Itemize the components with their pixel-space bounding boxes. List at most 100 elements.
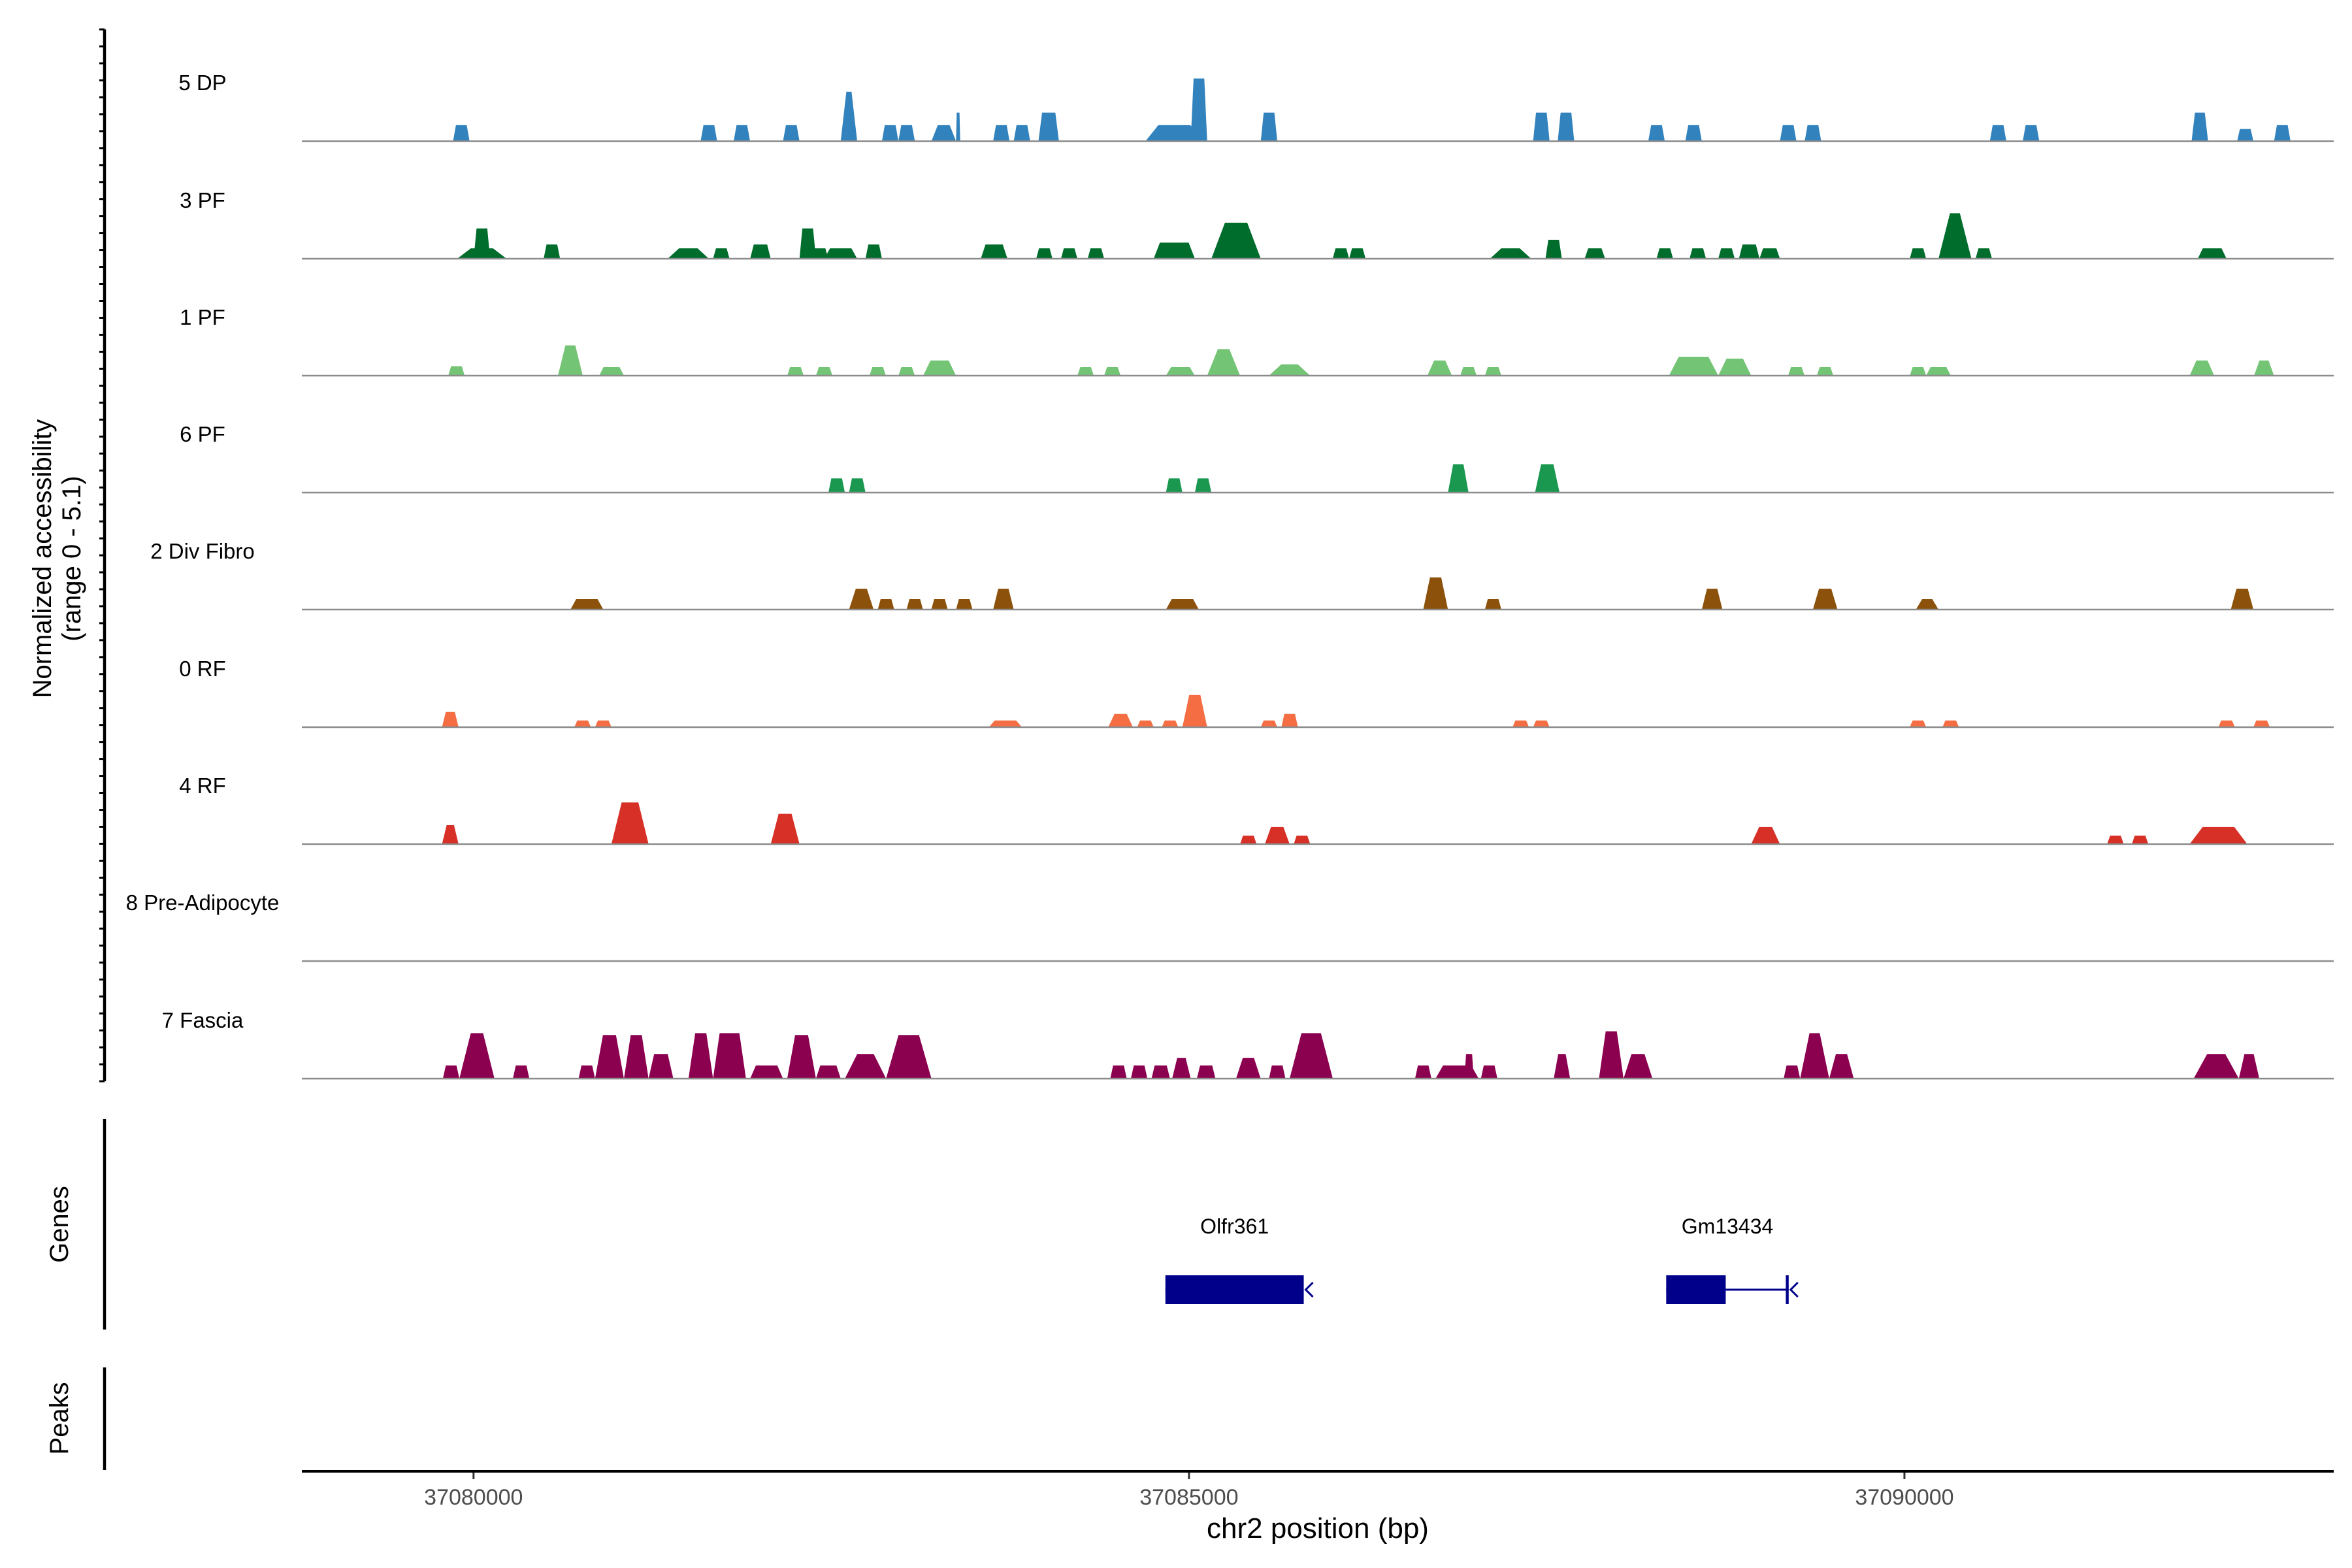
coverage-tracks: 5 DP 3 PF 1 PF 6 PF 2 Div Fibro 0 RF 4 RF 8 Pre… bbox=[126, 71, 2334, 1080]
coverage-peak bbox=[734, 125, 750, 141]
coverage-peak bbox=[1162, 720, 1179, 727]
coverage-peak bbox=[1690, 248, 1707, 259]
coverage-peak bbox=[1036, 248, 1053, 259]
coverage-peak bbox=[881, 125, 899, 141]
genes-axis-title: Genes bbox=[45, 1186, 74, 1263]
coverage-peak bbox=[1077, 367, 1094, 376]
coverage-peak bbox=[2230, 589, 2254, 610]
coverage-peak bbox=[1038, 112, 1059, 141]
coverage-peak bbox=[1584, 248, 1605, 259]
coverage-peak bbox=[1975, 248, 1992, 259]
coverage-peak bbox=[956, 112, 960, 141]
coverage-peak bbox=[1137, 720, 1154, 727]
coverage-peak bbox=[1423, 577, 1448, 610]
coverage-peak bbox=[845, 1054, 887, 1079]
strand-arrow bbox=[1304, 1281, 1314, 1298]
coverage-peak bbox=[1269, 1065, 1286, 1079]
coverage-peak bbox=[828, 478, 845, 493]
coverage-peak bbox=[513, 1065, 530, 1079]
coverage-peak bbox=[1087, 248, 1104, 259]
coverage-peak bbox=[993, 589, 1014, 610]
coverage-peak bbox=[2237, 129, 2254, 141]
coverage-peak bbox=[1751, 826, 1780, 844]
coverage-peak bbox=[442, 711, 459, 727]
coverage-peak bbox=[1464, 1054, 1474, 1079]
coverage-peak bbox=[906, 599, 923, 610]
coverage-peak bbox=[624, 1035, 649, 1079]
coverage-peak bbox=[1131, 1065, 1148, 1079]
coverage-peak bbox=[1535, 464, 1560, 493]
coverage-peak bbox=[750, 244, 771, 259]
track-2-div-fibro: 2 Div Fibro bbox=[150, 539, 2334, 611]
coverage-peak bbox=[869, 367, 886, 376]
track-label: 5 DP bbox=[178, 71, 226, 95]
track-label: 7 Fascia bbox=[162, 1008, 244, 1032]
coverage-peak bbox=[877, 599, 894, 610]
coverage-peak bbox=[453, 125, 470, 141]
coverage-peak bbox=[2197, 248, 2227, 259]
coverage-peak bbox=[1718, 248, 1735, 259]
coverage-peak bbox=[474, 228, 491, 259]
coverage-peak bbox=[1294, 836, 1311, 844]
coverage-peak bbox=[1448, 464, 1469, 493]
coverage-peak bbox=[1829, 1054, 1854, 1079]
coverage-peak bbox=[787, 1035, 816, 1079]
track-3-pf: 3 PF bbox=[180, 188, 2334, 260]
coverage-peak bbox=[1533, 112, 1550, 141]
coverage-peak bbox=[595, 1035, 624, 1079]
coverage-peak bbox=[799, 228, 816, 259]
coverage-peak bbox=[1414, 1065, 1431, 1079]
coverage-peak bbox=[1805, 125, 1821, 141]
peaks-axis-title: Peaks bbox=[45, 1382, 74, 1454]
coverage-peak bbox=[1166, 367, 1195, 376]
coverage-peak bbox=[1490, 248, 1531, 259]
coverage-peak bbox=[898, 125, 915, 141]
x-axis-ticks: 37080000 37085000 37090000 bbox=[424, 1473, 1954, 1510]
coverage-peak bbox=[1427, 360, 1452, 376]
coverage-peak bbox=[1545, 240, 1562, 259]
coverage-peak bbox=[1910, 248, 1927, 259]
y-axis-title-line2: (range 0 - 5.1) bbox=[57, 476, 86, 641]
coverage-peak bbox=[840, 91, 857, 141]
coverage-peak bbox=[1260, 720, 1277, 727]
gene-gm13434: Gm13434 bbox=[1666, 1215, 1799, 1304]
coverage-peak bbox=[1533, 720, 1550, 727]
coverage-peak bbox=[2132, 836, 2149, 844]
coverage-peak bbox=[931, 125, 956, 141]
coverage-peak bbox=[886, 1035, 932, 1079]
coverage-peak bbox=[448, 366, 465, 376]
coverage-peak bbox=[849, 589, 874, 610]
coverage-peak bbox=[1685, 125, 1702, 141]
coverage-peak bbox=[1484, 599, 1501, 610]
track-6-pf: 6 PF bbox=[180, 422, 2334, 494]
coverage-peak bbox=[2107, 836, 2124, 844]
coverage-peak bbox=[981, 244, 1007, 259]
coverage-peak bbox=[770, 813, 800, 844]
x-axis-title: chr2 position (bp) bbox=[1207, 1512, 1429, 1544]
coverage-peak bbox=[1211, 222, 1261, 259]
coverage-peak bbox=[2218, 720, 2235, 727]
coverage-peak bbox=[574, 720, 591, 727]
coverage-peak bbox=[611, 802, 649, 844]
coverage-peak bbox=[1780, 125, 1797, 141]
coverage-peak bbox=[442, 1065, 460, 1079]
coverage-peak bbox=[1656, 248, 1673, 259]
coverage-peak bbox=[1145, 125, 1203, 141]
coverage-peak bbox=[570, 599, 604, 610]
coverage-peak bbox=[599, 367, 624, 376]
coverage-peak bbox=[1235, 1058, 1261, 1079]
coverage-peak bbox=[1172, 1058, 1191, 1079]
track-7-fascia: 7 Fascia bbox=[162, 1008, 2334, 1080]
track-label: 3 PF bbox=[180, 188, 225, 212]
coverage-peak bbox=[1151, 1065, 1170, 1079]
coverage-peak bbox=[1289, 1033, 1333, 1079]
coverage-peak bbox=[1816, 367, 1834, 376]
coverage-peak bbox=[1759, 248, 1780, 259]
coverage-peak bbox=[1910, 367, 1927, 376]
coverage-peak bbox=[713, 1033, 746, 1079]
coverage-peak bbox=[544, 244, 561, 259]
coverage-peak bbox=[1718, 358, 1752, 376]
coverage-peak bbox=[787, 367, 804, 376]
coverage-peak bbox=[1512, 720, 1529, 727]
coverage-peak bbox=[1013, 125, 1030, 141]
